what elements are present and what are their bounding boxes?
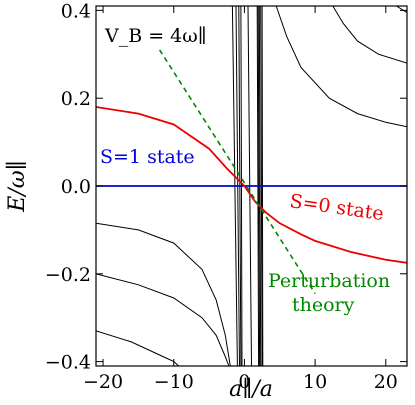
energy-level-curve-0 [96, 222, 231, 366]
theory-label: theory [292, 294, 355, 316]
x-tick-label-0: −20 [83, 371, 123, 393]
s1-state-label: S=1 state [100, 146, 195, 168]
s0-state-line [96, 106, 407, 264]
x-tick-label-3: 10 [303, 371, 327, 393]
energy-level-curve-2 [96, 330, 180, 366]
y-tick-label-3: 0.2 [61, 88, 91, 110]
perturbation-line [158, 49, 316, 295]
x-tick-label-1: −10 [154, 371, 194, 393]
x-axis-label: a∥/a [229, 377, 273, 402]
perturbation-label: Perturbation [268, 270, 390, 292]
y-tick-label-2: 0.0 [61, 176, 91, 198]
y-tick-label-0: −0.4 [45, 352, 91, 374]
vb-annotation: V_B = 4ω∥ [104, 25, 207, 47]
energy-level-curve-4 [332, 6, 407, 64]
energy-level-curve-3 [275, 6, 407, 128]
energy-level-curve-5 [396, 6, 407, 14]
x-tick-label-4: 20 [374, 371, 398, 393]
axis-ticks: −20 −10 0 10 20 −0.4 −0.2 0.0 0.2 0.4 [45, 0, 407, 393]
s0-state-label: S=0 state [288, 190, 385, 225]
plot-curves [96, 6, 407, 366]
energy-level-curve-1 [96, 273, 230, 366]
x-tick-label-2: 0 [238, 371, 250, 393]
y-tick-label-4: 0.4 [61, 0, 91, 22]
y-axis-label: E/ω∥ [5, 160, 30, 213]
y-tick-label-1: −0.2 [45, 264, 91, 286]
